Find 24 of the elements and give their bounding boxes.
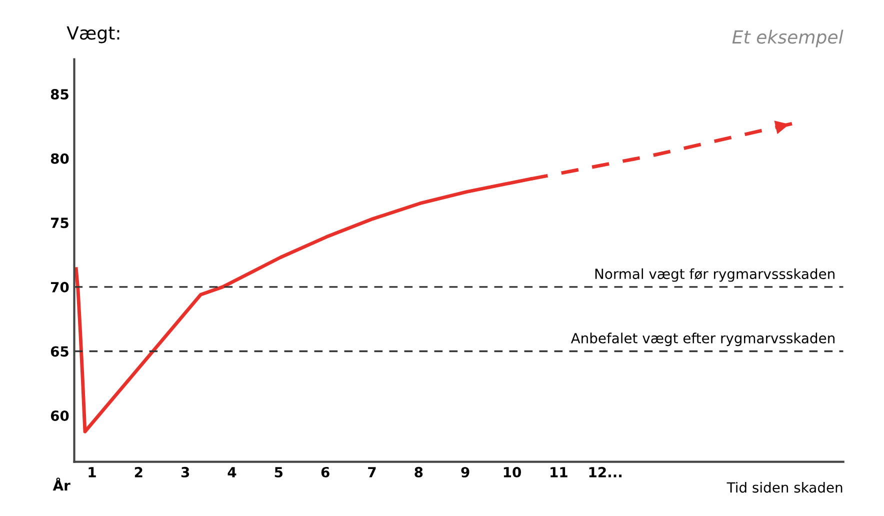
y-tick-label: 85 (50, 89, 68, 100)
x-tick-label: 6 (321, 466, 330, 478)
y-tick-label: 65 (50, 346, 68, 357)
text: År (52, 478, 70, 490)
x-tick-label: 3 (181, 466, 190, 478)
text: Et eksempel (732, 30, 844, 48)
x-tick-label: 2 (134, 466, 142, 478)
x-tick-label: 9 (461, 466, 470, 478)
x-tick-label: 4 (228, 467, 236, 478)
y-tick-label: 70 (50, 282, 69, 292)
y-tick-label: 80 (50, 153, 69, 164)
x-tick-label: 12... (589, 466, 622, 478)
y-tick-label: 60 (50, 410, 69, 422)
x-axis-title: Tid siden skaden (726, 482, 842, 493)
x-tick-label: 10 (504, 466, 521, 478)
x-tick-label: 7 (368, 467, 376, 478)
x-tick-label: 8 (414, 466, 423, 478)
x-tick-label: 11 (550, 467, 568, 478)
x-tick-label: 5 (274, 467, 283, 478)
y-tick-label: 75 (50, 218, 68, 228)
ref-line-label: Normal vægt før rygmarvssskaden (595, 268, 834, 282)
y-axis-title: Vægt: (66, 26, 120, 44)
x-tick-label: 1 (88, 467, 96, 478)
ref-line-label: Anbefalet vægt efter rygmarvsskaden (570, 332, 834, 346)
